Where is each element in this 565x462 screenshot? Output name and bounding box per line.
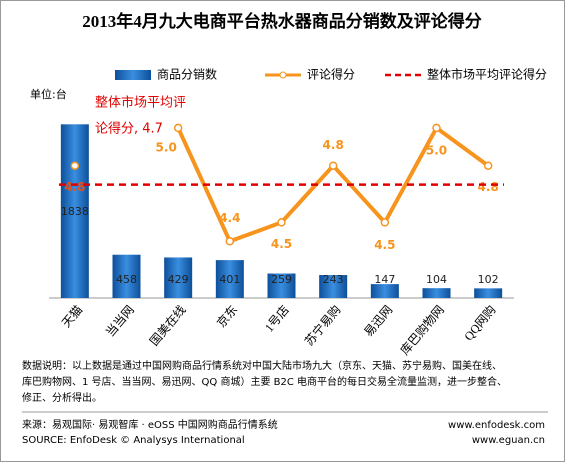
annotation: 整体市场平均评: [95, 95, 186, 111]
note: 修正、分析得出。: [22, 391, 102, 404]
note: 数据说明：以上数据是通过中国网购商品行情系统对中国大陆市场九大（京东、天猫、苏宁…: [22, 359, 502, 372]
bar: [422, 288, 451, 298]
bar: [267, 273, 296, 298]
unit-label: 单位:台: [30, 87, 67, 101]
bar-value-label: 147: [374, 273, 395, 286]
score-label: 4.5: [374, 238, 395, 252]
score-point: [277, 218, 286, 227]
legend-label: 商品分销数: [157, 67, 217, 82]
bar-value-label: 1838: [61, 205, 89, 218]
score-point: [432, 123, 441, 133]
score-label: 4.4: [219, 211, 240, 225]
source: SOURCE: EnfoDesk © Analysys Internationa…: [22, 435, 245, 446]
score-point: [328, 161, 338, 170]
score-label: 4.8: [64, 180, 85, 194]
bar-value-label: 429: [168, 273, 189, 286]
score-label: 5.0: [156, 140, 177, 154]
bar-value-label: 104: [426, 273, 447, 286]
score-point: [225, 237, 235, 246]
score-label: 5.0: [426, 143, 447, 157]
score-point: [483, 161, 493, 170]
score-point: [380, 218, 390, 227]
bar-value-label: 259: [271, 273, 292, 286]
score-point: [173, 123, 183, 133]
note: 库巴购物网、1 号店、当当网、易迅网、QQ 商城）主要 B2C 电商平台的每日交…: [22, 375, 507, 388]
legend-swatch: [279, 71, 287, 79]
bar: [319, 275, 348, 298]
annotation: 论得分, 4.7: [95, 121, 163, 137]
bar: [164, 257, 193, 298]
bar: [370, 284, 399, 298]
bar: [60, 124, 89, 299]
score-label: 4.8: [323, 138, 344, 152]
score-label: 4.8: [478, 180, 499, 194]
bar-value-label: 458: [116, 273, 137, 286]
legend-label: 评论得分: [307, 67, 355, 82]
bar-value-label: 102: [478, 273, 499, 286]
legend-swatch: [115, 70, 151, 80]
bar-value-label: 243: [323, 273, 344, 286]
source: www.enfodesk.com: [448, 420, 545, 431]
bar: [215, 260, 244, 298]
score-point: [70, 161, 80, 170]
chart-title: 2013年4月九大电商平台热水器商品分销数及评论得分: [82, 11, 482, 31]
source: 来源：易观国际· 易观智库 · eOSS 中国网购商品行情系统: [22, 418, 278, 431]
legend-label: 整体市场平均评论得分: [427, 67, 547, 82]
source: www.eguan.cn: [472, 435, 545, 446]
score-label: 4.5: [271, 237, 292, 251]
bar-value-label: 401: [219, 273, 240, 286]
bar: [112, 254, 141, 298]
bar: [474, 288, 503, 298]
